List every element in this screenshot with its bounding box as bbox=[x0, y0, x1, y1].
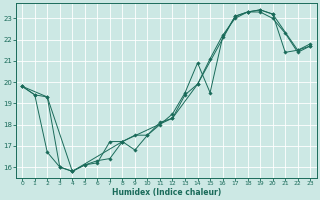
X-axis label: Humidex (Indice chaleur): Humidex (Indice chaleur) bbox=[112, 188, 221, 197]
